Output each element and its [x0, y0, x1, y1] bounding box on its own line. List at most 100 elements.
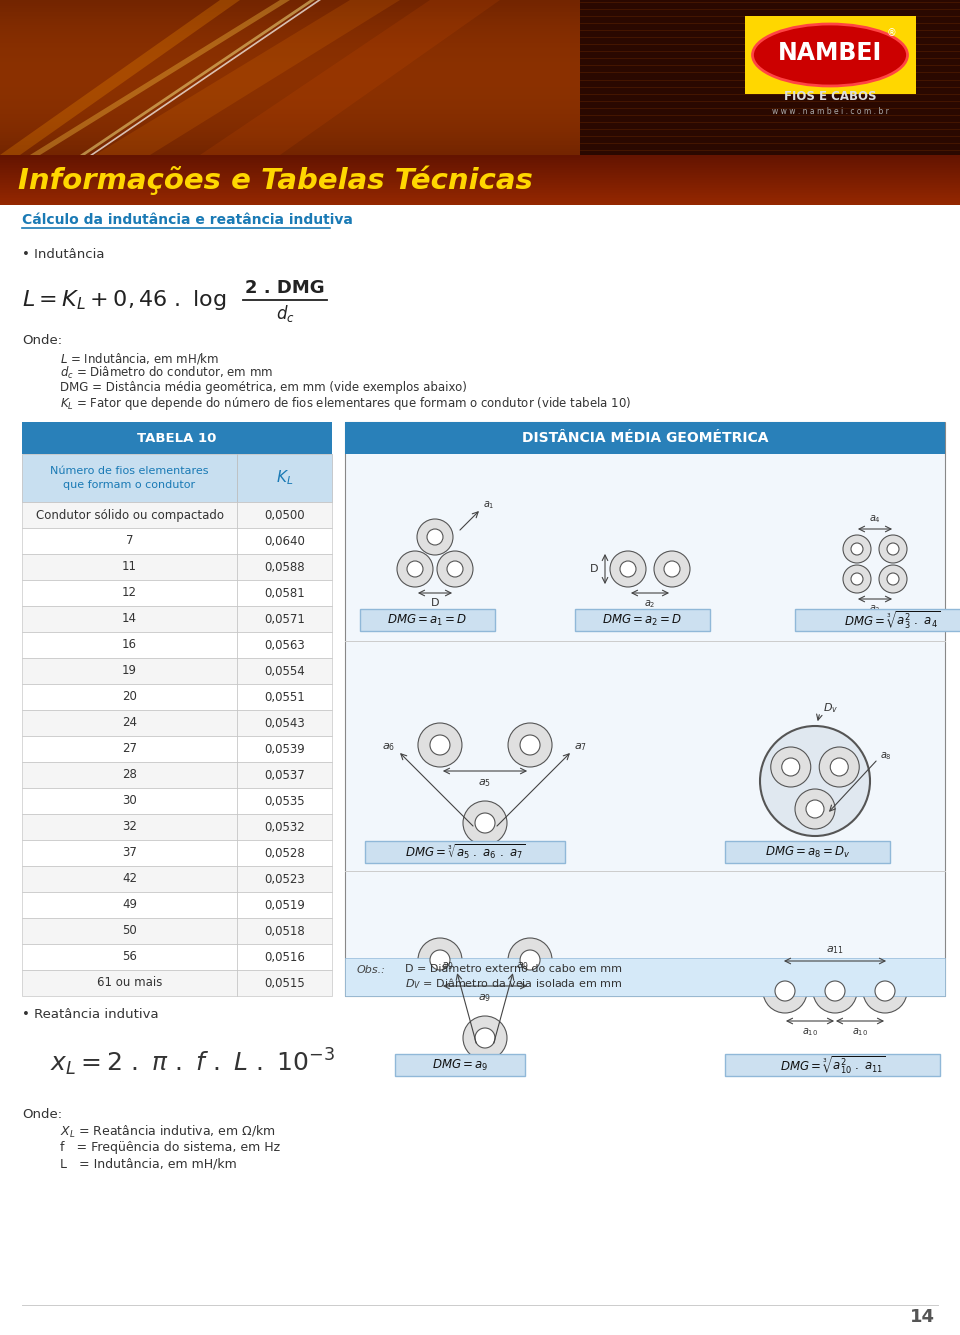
Bar	[0, 112, 624, 115]
Text: 14: 14	[122, 613, 137, 626]
Bar	[237, 892, 332, 918]
Bar	[395, 1055, 525, 1076]
Ellipse shape	[753, 24, 907, 85]
Bar	[0, 111, 624, 112]
Text: $a_4$: $a_4$	[869, 513, 881, 525]
Circle shape	[463, 1016, 507, 1060]
Bar	[0, 180, 960, 182]
Bar	[237, 579, 332, 606]
Bar	[580, 0, 960, 155]
Circle shape	[427, 529, 443, 545]
Text: 56: 56	[122, 951, 137, 964]
Polygon shape	[95, 0, 400, 155]
Circle shape	[664, 561, 680, 577]
Text: FIOS E CABOS: FIOS E CABOS	[783, 91, 876, 104]
Bar	[0, 186, 960, 187]
Text: $a_{10}$: $a_{10}$	[852, 1027, 868, 1037]
Bar	[0, 91, 624, 93]
Bar	[22, 736, 237, 762]
Bar	[0, 9, 624, 12]
Bar	[0, 89, 624, 91]
Circle shape	[843, 535, 871, 563]
Bar	[0, 139, 624, 142]
Text: $a_5$: $a_5$	[478, 777, 492, 789]
Circle shape	[437, 551, 473, 587]
Bar	[0, 33, 624, 35]
Bar	[22, 422, 332, 454]
Bar	[237, 631, 332, 658]
Circle shape	[620, 561, 636, 577]
Bar	[0, 47, 624, 48]
Bar	[0, 136, 624, 138]
Bar	[0, 176, 960, 179]
Bar	[22, 918, 237, 944]
Circle shape	[654, 551, 690, 587]
Circle shape	[863, 969, 907, 1013]
Bar	[0, 121, 624, 124]
Bar	[0, 200, 960, 202]
Bar	[22, 971, 237, 996]
Bar	[0, 179, 960, 180]
Bar	[237, 710, 332, 736]
Text: 0,0551: 0,0551	[264, 690, 305, 704]
Bar	[0, 72, 624, 73]
Circle shape	[771, 748, 811, 788]
Circle shape	[887, 543, 899, 555]
Text: $a_{10}$: $a_{10}$	[802, 1027, 818, 1037]
Bar	[725, 1055, 940, 1076]
Text: 12: 12	[122, 586, 137, 599]
Bar	[0, 59, 624, 60]
Bar	[0, 163, 960, 166]
Text: 2 . DMG: 2 . DMG	[245, 279, 324, 296]
Bar	[0, 120, 624, 121]
Text: • Indutância: • Indutância	[22, 248, 105, 262]
Text: $a_9$: $a_9$	[478, 992, 492, 1004]
Circle shape	[475, 1028, 495, 1048]
Text: 0,0500: 0,0500	[264, 509, 305, 522]
Circle shape	[407, 561, 423, 577]
Text: 0,0581: 0,0581	[264, 586, 305, 599]
Polygon shape	[30, 0, 290, 155]
Bar	[345, 959, 945, 996]
Bar	[0, 147, 624, 150]
Text: 0,0543: 0,0543	[264, 717, 305, 729]
Bar	[0, 52, 624, 55]
Bar	[0, 77, 624, 80]
Bar	[0, 48, 624, 51]
Bar	[365, 841, 565, 862]
Bar	[22, 606, 237, 631]
Bar	[0, 172, 960, 174]
Bar	[0, 146, 624, 147]
Bar	[22, 762, 237, 788]
Text: $K_L$ = Fator que depende do número de fios elementares que formam o condutor (v: $K_L$ = Fator que depende do número de f…	[60, 395, 631, 411]
Bar	[0, 194, 960, 195]
Bar	[22, 814, 237, 840]
Bar	[237, 684, 332, 710]
Text: 0,0532: 0,0532	[264, 821, 305, 833]
Circle shape	[763, 969, 807, 1013]
Circle shape	[397, 551, 433, 587]
Bar	[0, 151, 624, 154]
Text: $a_1$: $a_1$	[483, 499, 494, 511]
Text: TABELA 10: TABELA 10	[137, 431, 217, 445]
Bar	[22, 788, 237, 814]
Text: D: D	[589, 563, 598, 574]
Circle shape	[830, 758, 849, 776]
Bar	[237, 554, 332, 579]
Bar	[0, 119, 624, 120]
Bar	[0, 27, 624, 29]
Text: $a_8$: $a_8$	[880, 750, 892, 762]
Text: 0,0640: 0,0640	[264, 534, 305, 547]
Bar	[0, 175, 960, 176]
Bar	[22, 892, 237, 918]
Bar	[0, 129, 624, 132]
Bar	[237, 502, 332, 529]
Bar	[0, 64, 624, 65]
Circle shape	[610, 551, 646, 587]
Bar	[0, 37, 624, 39]
Text: 0,0563: 0,0563	[264, 638, 305, 651]
Text: f   = Freqüência do sistema, em Hz: f = Freqüência do sistema, em Hz	[60, 1141, 280, 1155]
Bar	[237, 606, 332, 631]
Bar	[0, 132, 624, 134]
Text: $a_9$: $a_9$	[516, 960, 529, 972]
